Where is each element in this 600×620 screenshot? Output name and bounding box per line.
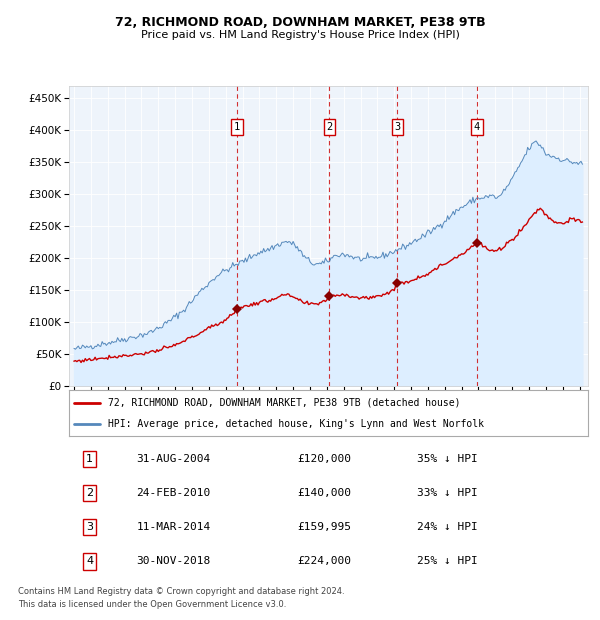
Text: 4: 4	[86, 556, 94, 567]
Text: 25% ↓ HPI: 25% ↓ HPI	[417, 556, 478, 567]
Text: £120,000: £120,000	[298, 454, 352, 464]
Text: 72, RICHMOND ROAD, DOWNHAM MARKET, PE38 9TB (detached house): 72, RICHMOND ROAD, DOWNHAM MARKET, PE38 …	[108, 397, 460, 407]
Text: HPI: Average price, detached house, King's Lynn and West Norfolk: HPI: Average price, detached house, King…	[108, 419, 484, 429]
Text: 2: 2	[326, 122, 332, 132]
Text: 31-AUG-2004: 31-AUG-2004	[136, 454, 211, 464]
Text: 30-NOV-2018: 30-NOV-2018	[136, 556, 211, 567]
Text: This data is licensed under the Open Government Licence v3.0.: This data is licensed under the Open Gov…	[18, 600, 286, 609]
Text: 24% ↓ HPI: 24% ↓ HPI	[417, 522, 478, 532]
Text: £224,000: £224,000	[298, 556, 352, 567]
Text: 1: 1	[86, 454, 93, 464]
Text: Price paid vs. HM Land Registry's House Price Index (HPI): Price paid vs. HM Land Registry's House …	[140, 30, 460, 40]
Text: 33% ↓ HPI: 33% ↓ HPI	[417, 488, 478, 498]
Text: 3: 3	[86, 522, 93, 532]
Text: 72, RICHMOND ROAD, DOWNHAM MARKET, PE38 9TB: 72, RICHMOND ROAD, DOWNHAM MARKET, PE38 …	[115, 16, 485, 29]
Text: 11-MAR-2014: 11-MAR-2014	[136, 522, 211, 532]
Text: 35% ↓ HPI: 35% ↓ HPI	[417, 454, 478, 464]
Text: 3: 3	[394, 122, 401, 132]
Text: 4: 4	[474, 122, 480, 132]
Text: 1: 1	[234, 122, 240, 132]
Text: 24-FEB-2010: 24-FEB-2010	[136, 488, 211, 498]
Text: 2: 2	[86, 488, 94, 498]
Text: £140,000: £140,000	[298, 488, 352, 498]
Text: Contains HM Land Registry data © Crown copyright and database right 2024.: Contains HM Land Registry data © Crown c…	[18, 587, 344, 596]
Text: £159,995: £159,995	[298, 522, 352, 532]
